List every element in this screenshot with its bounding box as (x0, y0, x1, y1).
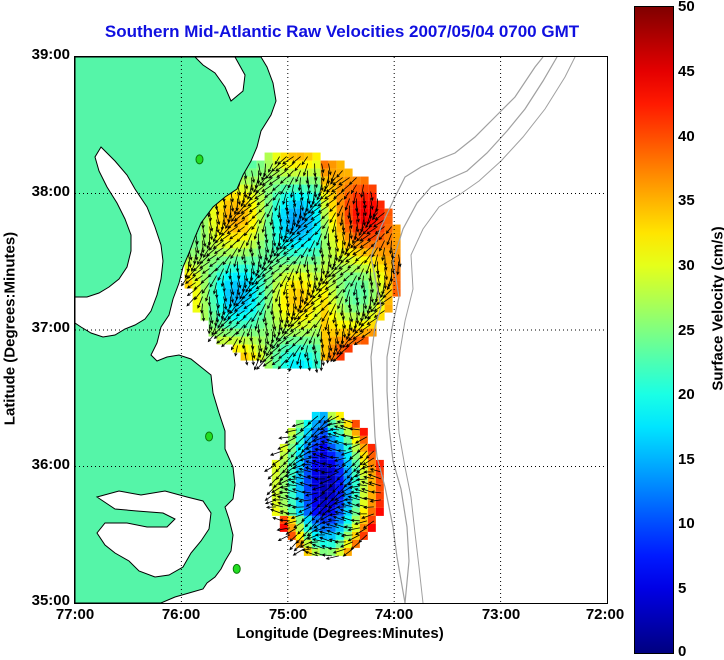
velocity-cell (304, 516, 312, 524)
velocity-cell (304, 428, 312, 436)
velocity-cell (313, 353, 321, 361)
velocity-cell (265, 153, 273, 161)
velocity-cell (257, 161, 265, 169)
velocity-cell (329, 321, 337, 329)
velocity-cell (312, 476, 320, 484)
velocity-cell (360, 532, 368, 540)
velocity-cell (376, 500, 384, 508)
velocity-cell (273, 217, 281, 225)
velocity-cell (361, 273, 369, 281)
bathymetry-contour (371, 57, 543, 603)
colorbar-tick: 45 (678, 63, 718, 80)
velocity-cell (265, 289, 273, 297)
velocity-cell (312, 468, 320, 476)
velocity-cell (296, 524, 304, 532)
velocity-cell (289, 177, 297, 185)
velocity-cell (352, 420, 360, 428)
velocity-cell (337, 217, 345, 225)
colorbar-tick: 15 (678, 451, 718, 468)
velocity-cell (257, 233, 265, 241)
radar-station-marker (206, 432, 213, 441)
radar-station-marker (233, 564, 240, 573)
x-tick-label: 73:00 (466, 606, 536, 623)
velocity-cell (313, 313, 321, 321)
velocity-cell (288, 532, 296, 540)
velocity-cell (249, 305, 257, 313)
velocity-cell (337, 241, 345, 249)
colorbar-tick: 0 (678, 643, 718, 660)
velocity-cell (345, 169, 353, 177)
x-axis-label: Longitude (Degrees:Minutes) (74, 625, 606, 642)
velocity-cell (257, 297, 265, 305)
colorbar-label: Surface Velocity (cm/s) (710, 189, 724, 429)
velocity-cell (320, 484, 328, 492)
velocity-cell (313, 169, 321, 177)
velocity-cell (305, 161, 313, 169)
velocity-cell (368, 444, 376, 452)
velocity-cell (321, 209, 329, 217)
velocity-cell (360, 444, 368, 452)
velocity-field-south (265, 412, 384, 560)
colorbar-tick: 40 (678, 128, 718, 145)
radar-station-marker (196, 155, 203, 164)
chart-title: Southern Mid-Atlantic Raw Velocities 200… (62, 22, 622, 42)
x-tick-label: 77:00 (40, 606, 110, 623)
x-tick-label: 74:00 (359, 606, 429, 623)
velocity-cell (201, 265, 209, 273)
velocity-cell (312, 412, 320, 420)
velocity-arrow (326, 556, 338, 560)
velocity-cell (320, 412, 328, 420)
y-tick-label: 36:00 (18, 456, 70, 473)
velocity-cell (361, 185, 369, 193)
velocity-cell (345, 321, 353, 329)
y-tick-label: 38:00 (18, 183, 70, 200)
velocity-cell (288, 508, 296, 516)
colorbar-tick: 5 (678, 580, 718, 597)
velocity-cell (321, 305, 329, 313)
x-tick-label: 72:00 (570, 606, 640, 623)
velocity-cell (328, 452, 336, 460)
velocity-cell (305, 337, 313, 345)
colorbar-tick: 50 (678, 0, 718, 15)
velocity-arrow (290, 542, 297, 550)
velocity-cell (344, 436, 352, 444)
velocity-cell (249, 241, 257, 249)
velocity-cell (313, 153, 321, 161)
velocity-cell (329, 201, 337, 209)
y-tick-label: 37:00 (18, 319, 70, 336)
y-tick-label: 39:00 (18, 46, 70, 63)
velocity-cell (377, 241, 385, 249)
velocity-cell (368, 524, 376, 532)
velocity-cell (353, 281, 361, 289)
map-canvas (75, 57, 607, 603)
x-tick-label: 75:00 (253, 606, 323, 623)
colorbar (634, 6, 674, 654)
velocity-cell (257, 209, 265, 217)
velocity-cell (376, 508, 384, 516)
y-axis-label: Latitude (Degrees:Minutes) (2, 209, 19, 449)
velocity-cell (329, 161, 337, 169)
map-plot-area (74, 56, 608, 604)
velocity-cell (296, 436, 304, 444)
velocity-cell (385, 225, 393, 233)
velocity-cell (265, 209, 273, 217)
velocity-cell (305, 345, 313, 353)
velocity-cell (193, 305, 201, 313)
x-tick-label: 76:00 (146, 606, 216, 623)
velocity-cell (352, 540, 360, 548)
velocity-cell (313, 161, 321, 169)
velocity-cell (241, 265, 249, 273)
velocity-cell (360, 508, 368, 516)
velocity-cell (369, 185, 377, 193)
velocity-cell (360, 428, 368, 436)
velocity-cell (337, 161, 345, 169)
colorbar-tick: 10 (678, 515, 718, 532)
velocity-cell (385, 305, 393, 313)
velocity-cell (280, 524, 288, 532)
velocity-cell (361, 177, 369, 185)
